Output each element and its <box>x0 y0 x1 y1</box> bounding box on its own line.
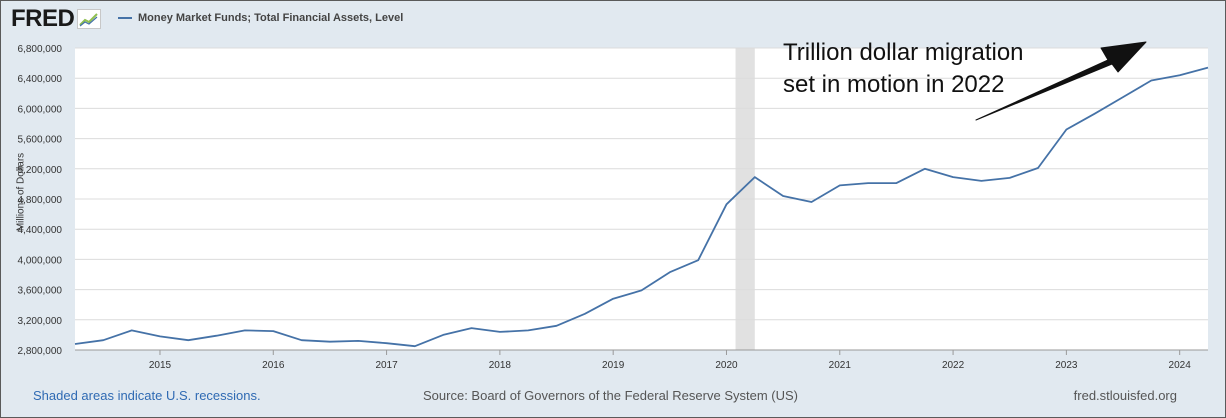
source-note: Source: Board of Governors of the Federa… <box>423 388 798 403</box>
x-tick-label: 2018 <box>489 360 512 371</box>
annotation-arrow <box>975 41 1147 121</box>
y-tick-label: 4,800,000 <box>18 195 63 206</box>
series-line <box>74 66 1209 348</box>
y-tick-label: 4,400,000 <box>18 225 63 236</box>
y-tick-label: 6,000,000 <box>18 104 63 115</box>
annotation-line-2: set in motion in 2022 <box>783 71 1004 98</box>
y-tick-label: 4,000,000 <box>18 255 63 266</box>
x-tick-label: 2020 <box>715 360 738 371</box>
y-tick-label: 6,400,000 <box>18 74 63 85</box>
y-tick-label: 2,800,000 <box>18 346 63 357</box>
logo-text: FRED <box>11 5 75 32</box>
x-tick-label: 2015 <box>149 360 172 371</box>
x-tick-label: 2017 <box>375 360 398 371</box>
annotation-line-1: Trillion dollar migration <box>783 39 1024 66</box>
x-tick-label: 2019 <box>602 360 625 371</box>
x-tick-label: 2021 <box>829 360 852 371</box>
y-tick-label: 3,200,000 <box>18 316 63 327</box>
y-tick-label: 5,600,000 <box>18 135 63 146</box>
recession-note: Shaded areas indicate U.S. recessions. <box>33 388 261 403</box>
x-tick-label: 2022 <box>942 360 965 371</box>
y-tick-label: 6,800,000 <box>18 44 63 55</box>
chart-line-icon <box>77 9 102 29</box>
chart-legend[interactable]: Money Market Funds; Total Financial Asse… <box>118 12 403 24</box>
x-tick-label: 2016 <box>262 360 285 371</box>
fred-logo[interactable]: FRED <box>11 5 102 32</box>
legend-label: Money Market Funds; Total Financial Asse… <box>138 12 404 24</box>
x-tick-label: 2024 <box>1169 360 1192 371</box>
site-link[interactable]: fred.stlouisfed.org <box>1073 388 1177 403</box>
y-tick-label: 3,600,000 <box>18 286 63 297</box>
y-tick-label: 5,200,000 <box>18 165 63 176</box>
x-tick-label: 2023 <box>1055 360 1078 371</box>
legend-swatch <box>118 17 132 19</box>
